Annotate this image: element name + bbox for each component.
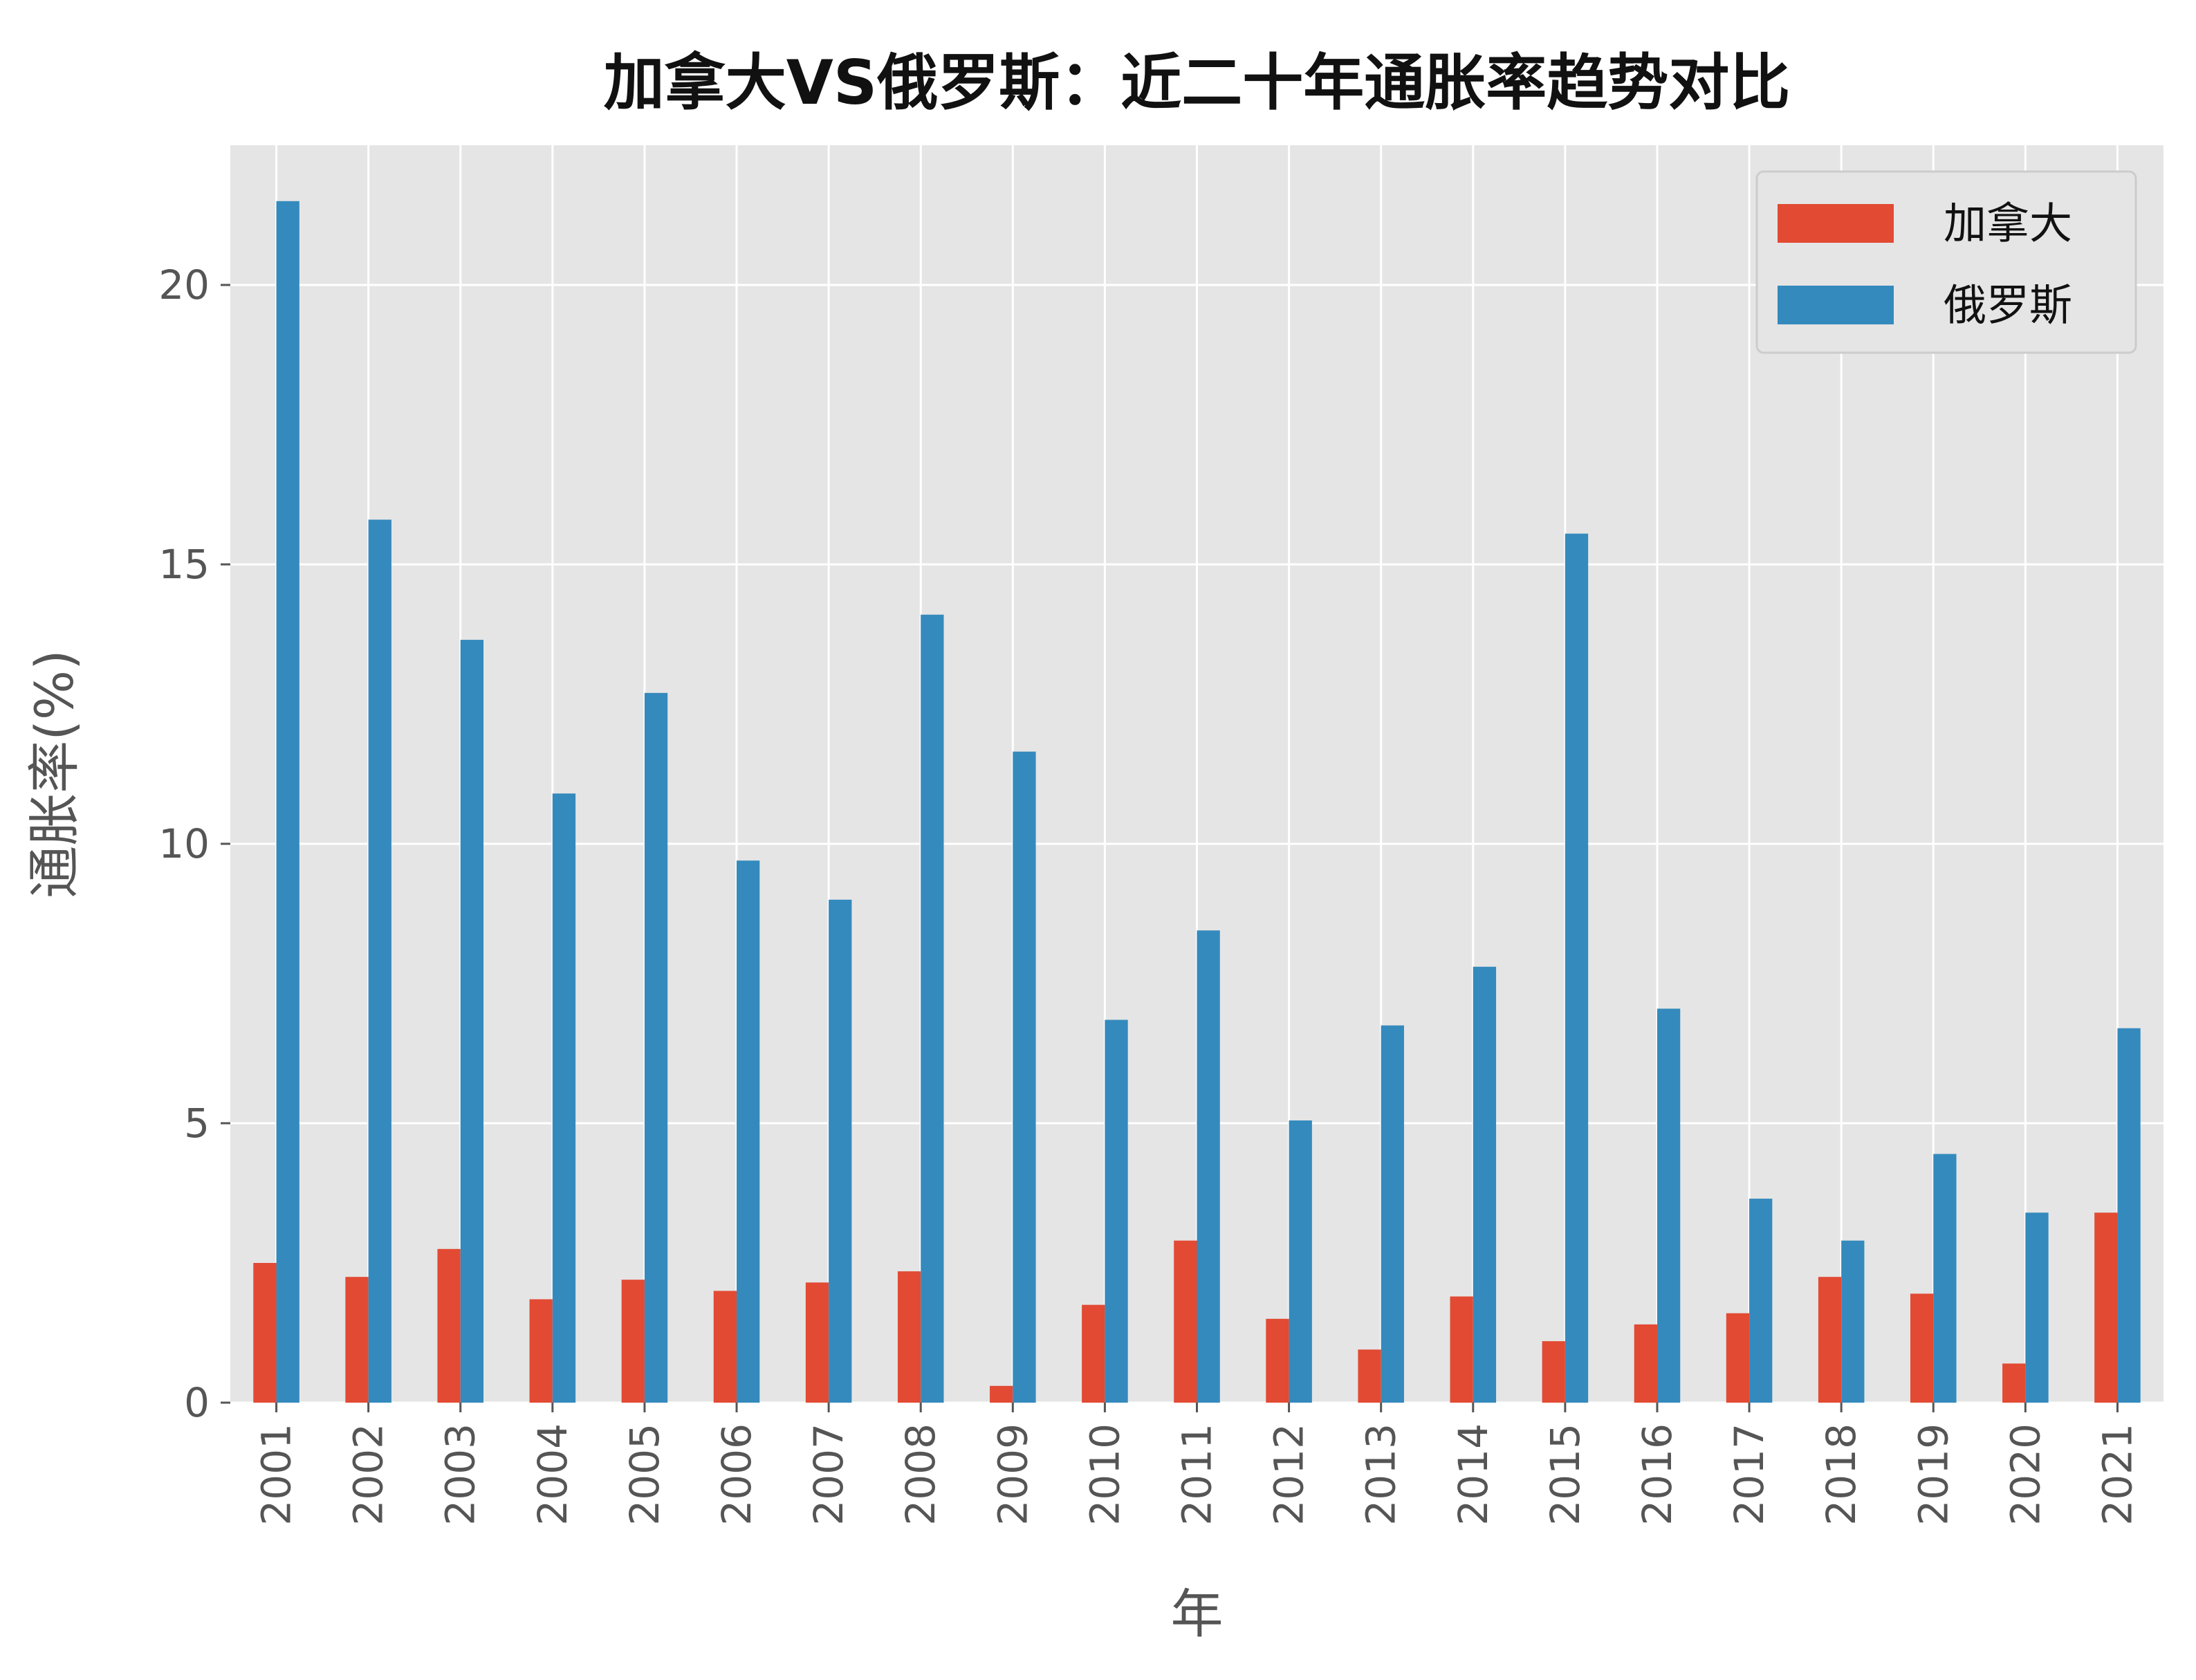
x-tick-label: 2021 — [2094, 1423, 2141, 1526]
x-tick-label: 2017 — [1726, 1423, 1773, 1526]
y-tick-label: 15 — [158, 541, 210, 588]
x-tick-label: 2013 — [1358, 1423, 1405, 1526]
x-tick-label: 2012 — [1266, 1423, 1313, 1526]
bar-canada-2009 — [990, 1385, 1013, 1403]
bar-russia-2011 — [1197, 930, 1220, 1403]
bar-russia-2007 — [829, 899, 852, 1403]
bar-russia-2015 — [1565, 533, 1589, 1403]
bar-russia-2009 — [1013, 751, 1036, 1403]
x-tick-label: 2001 — [253, 1423, 300, 1526]
bar-canada-2014 — [1450, 1296, 1473, 1403]
x-tick-label: 2003 — [437, 1423, 484, 1526]
bar-russia-2005 — [644, 692, 668, 1403]
bar-canada-2002 — [345, 1277, 369, 1403]
x-tick-label: 2004 — [529, 1423, 576, 1526]
x-axis-label: 年 — [1171, 1583, 1224, 1645]
bar-canada-2018 — [1818, 1277, 1842, 1403]
bar-canada-2006 — [713, 1291, 737, 1403]
bar-canada-2019 — [1910, 1293, 1934, 1403]
bar-canada-2020 — [2002, 1363, 2026, 1403]
x-tick-label: 2011 — [1174, 1423, 1221, 1526]
x-tick-label: 2018 — [1818, 1423, 1865, 1526]
bar-russia-2006 — [737, 860, 760, 1403]
x-tick-label: 2008 — [897, 1423, 944, 1526]
bar-russia-2002 — [368, 519, 391, 1403]
y-tick-label: 10 — [158, 820, 210, 867]
bar-canada-2015 — [1542, 1341, 1565, 1403]
x-tick-label: 2010 — [1081, 1423, 1128, 1526]
bar-canada-2010 — [1082, 1304, 1105, 1403]
bar-russia-2017 — [1749, 1199, 1773, 1403]
x-tick-label: 2015 — [1542, 1423, 1589, 1526]
bar-russia-2016 — [1657, 1008, 1681, 1403]
bar-canada-2012 — [1266, 1318, 1289, 1403]
x-tick-label: 2006 — [713, 1423, 760, 1526]
bar-canada-2016 — [1634, 1324, 1657, 1403]
y-tick-label: 0 — [184, 1379, 210, 1426]
bar-russia-2012 — [1289, 1120, 1312, 1403]
bar-russia-2013 — [1381, 1025, 1404, 1403]
bar-canada-2007 — [805, 1282, 829, 1403]
bar-russia-2003 — [460, 640, 484, 1403]
x-tick-label: 2007 — [805, 1423, 852, 1526]
bar-canada-2004 — [529, 1299, 553, 1403]
bar-canada-2005 — [621, 1280, 645, 1403]
bar-russia-2020 — [2025, 1212, 2049, 1403]
x-axis-ticks: 2001 2002 2003 2004 2005 2006 2007 2008 2009 2010… — [253, 1403, 2141, 1526]
bar-russia-2021 — [2117, 1028, 2141, 1403]
legend-swatch — [1778, 286, 1894, 324]
legend-swatch — [1778, 204, 1894, 243]
bar-canada-2017 — [1726, 1313, 1750, 1403]
y-axis-label: 通胀率(%) — [24, 649, 85, 898]
y-tick-label: 20 — [158, 261, 210, 308]
x-tick-label: 2019 — [1910, 1423, 1957, 1526]
legend-label: 俄罗斯 — [1944, 280, 2072, 331]
bar-russia-2010 — [1105, 1019, 1128, 1403]
bar-canada-2003 — [437, 1248, 461, 1403]
bars — [253, 201, 2141, 1403]
chart-title: 加拿大VS俄罗斯：近二十年通胀率趋势对比 — [604, 47, 1791, 118]
bar-russia-2018 — [1841, 1240, 1865, 1403]
bar-russia-2019 — [1933, 1154, 1957, 1403]
bar-canada-2011 — [1174, 1240, 1197, 1403]
legend-label: 加拿大 — [1944, 199, 2072, 249]
bar-canada-2001 — [253, 1263, 277, 1403]
x-tick-label: 2020 — [2002, 1423, 2049, 1526]
bar-russia-2008 — [921, 614, 944, 1403]
bar-canada-2008 — [897, 1271, 921, 1403]
x-tick-label: 2016 — [1634, 1423, 1681, 1526]
x-tick-label: 2002 — [345, 1423, 392, 1526]
y-tick-label: 5 — [184, 1100, 210, 1147]
x-tick-label: 2009 — [989, 1423, 1036, 1526]
x-tick-label: 2005 — [621, 1423, 668, 1526]
bar-canada-2021 — [2094, 1212, 2118, 1403]
y-axis-ticks: 0 5 10 15 20 — [158, 261, 230, 1426]
bar-russia-2001 — [276, 201, 299, 1403]
bar-russia-2004 — [552, 793, 576, 1403]
x-tick-label: 2014 — [1450, 1423, 1497, 1526]
bar-russia-2014 — [1473, 966, 1497, 1403]
bar-canada-2013 — [1358, 1349, 1381, 1403]
